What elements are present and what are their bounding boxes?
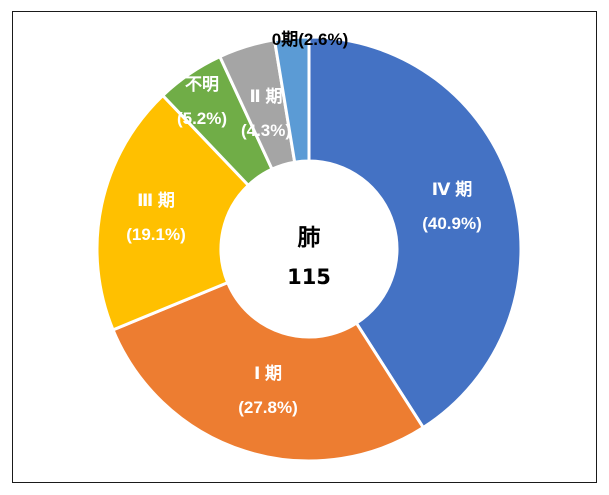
chart-area: 肺 115 Ⅳ 期 (40.9%) Ⅰ 期 (27.8%) Ⅲ 期 (19.1%) 不明 (5… <box>12 11 597 483</box>
donut-hole <box>221 161 397 337</box>
slice-labels: Ⅳ 期 (40.9%) Ⅰ 期 (27.8%) Ⅲ 期 (19.1%) 不明 (5.2%) Ⅱ … <box>126 30 482 417</box>
donut-slices <box>95 35 523 463</box>
slice-5-label: 0期(2.6%) <box>272 30 349 49</box>
slice-4-percent-label: (4.3%) <box>241 121 291 140</box>
slice-3-percent-label: (5.2%) <box>177 109 227 128</box>
slice-0-label: Ⅳ 期 <box>432 180 472 199</box>
slice-4-label: Ⅱ 期 <box>250 87 283 106</box>
donut-chart: 肺 115 Ⅳ 期 (40.9%) Ⅰ 期 (27.8%) Ⅲ 期 (19.1%) 不明 (5… <box>95 30 523 463</box>
slice-0-percent-label: (40.9%) <box>422 214 482 233</box>
slice-2-label: Ⅲ 期 <box>137 191 175 210</box>
slice-2-percent-label: (19.1%) <box>126 225 186 244</box>
center-value: 115 <box>287 265 331 289</box>
slice-1-label: Ⅰ 期 <box>254 364 282 383</box>
slice-1-percent-label: (27.8%) <box>238 398 298 417</box>
slice-3-label: 不明 <box>185 75 219 94</box>
center-title: 肺 <box>298 225 321 251</box>
